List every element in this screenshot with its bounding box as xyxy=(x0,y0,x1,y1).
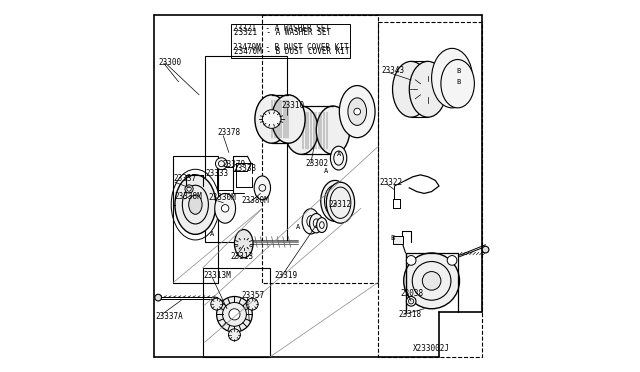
Circle shape xyxy=(155,294,161,301)
Text: 23318: 23318 xyxy=(398,310,421,318)
Text: 23357: 23357 xyxy=(241,291,264,300)
Ellipse shape xyxy=(175,175,216,234)
Text: 23333: 23333 xyxy=(206,169,229,178)
Ellipse shape xyxy=(330,146,347,170)
Text: 23470M - B DUST COVER KIT: 23470M - B DUST COVER KIT xyxy=(232,43,348,52)
Text: B: B xyxy=(456,68,461,74)
Ellipse shape xyxy=(215,193,236,223)
Text: B: B xyxy=(390,235,395,241)
Bar xyxy=(378,22,482,357)
Text: 23319: 23319 xyxy=(275,271,298,280)
Ellipse shape xyxy=(254,176,271,200)
Text: 23313M: 23313M xyxy=(204,271,232,280)
Ellipse shape xyxy=(321,180,349,221)
Circle shape xyxy=(211,298,223,310)
Circle shape xyxy=(262,110,281,128)
Text: 23300: 23300 xyxy=(158,58,181,67)
Text: 23343: 23343 xyxy=(381,66,404,75)
Circle shape xyxy=(447,256,457,265)
Ellipse shape xyxy=(310,214,323,233)
Text: B: B xyxy=(456,79,461,85)
Text: A: A xyxy=(210,231,214,237)
Ellipse shape xyxy=(317,218,327,232)
Ellipse shape xyxy=(348,98,367,125)
Circle shape xyxy=(482,246,489,253)
Text: 23310: 23310 xyxy=(281,101,304,110)
Text: 23333: 23333 xyxy=(234,164,257,173)
Text: A: A xyxy=(296,224,300,230)
Text: 23337: 23337 xyxy=(173,174,196,183)
Text: 23470M - B DUST COVER KIT: 23470M - B DUST COVER KIT xyxy=(234,46,350,55)
Text: 23378: 23378 xyxy=(218,128,241,137)
Text: 23379: 23379 xyxy=(223,160,246,169)
Ellipse shape xyxy=(302,209,319,234)
Circle shape xyxy=(228,329,241,341)
Circle shape xyxy=(246,298,258,310)
Circle shape xyxy=(229,309,240,320)
Text: 23321  - A WASHER SET: 23321 - A WASHER SET xyxy=(232,24,330,33)
Text: 23322: 23322 xyxy=(380,178,403,187)
Ellipse shape xyxy=(326,182,355,223)
Circle shape xyxy=(404,253,460,309)
Text: 23337A: 23337A xyxy=(156,312,183,321)
Text: A: A xyxy=(323,168,328,174)
Text: 23380M: 23380M xyxy=(241,196,269,205)
Ellipse shape xyxy=(255,95,289,143)
Text: 23338M: 23338M xyxy=(174,192,202,201)
Text: 23312: 23312 xyxy=(328,200,351,209)
Ellipse shape xyxy=(339,86,375,138)
Ellipse shape xyxy=(431,48,472,108)
Bar xyxy=(205,56,287,242)
Text: 23313: 23313 xyxy=(230,252,253,261)
Ellipse shape xyxy=(392,61,429,117)
Text: A: A xyxy=(337,151,340,157)
Text: X233002J: X233002J xyxy=(413,344,450,353)
Ellipse shape xyxy=(285,106,318,154)
Circle shape xyxy=(422,272,441,290)
Bar xyxy=(392,236,403,244)
Ellipse shape xyxy=(234,230,253,258)
Circle shape xyxy=(406,296,416,306)
Bar xyxy=(173,156,218,283)
Text: 23038: 23038 xyxy=(400,289,423,298)
Ellipse shape xyxy=(316,106,349,154)
Bar xyxy=(203,268,270,357)
Ellipse shape xyxy=(441,60,474,108)
Circle shape xyxy=(185,185,193,193)
Bar xyxy=(231,24,349,58)
Circle shape xyxy=(354,108,360,115)
Circle shape xyxy=(216,296,252,332)
Text: 23302: 23302 xyxy=(306,159,329,168)
Bar xyxy=(262,15,378,283)
Circle shape xyxy=(221,205,229,212)
Ellipse shape xyxy=(271,95,305,143)
Circle shape xyxy=(406,256,416,265)
Circle shape xyxy=(216,158,227,170)
Ellipse shape xyxy=(189,195,202,214)
Text: 23330M: 23330M xyxy=(209,193,236,202)
Text: 23321  - A WASHER SET: 23321 - A WASHER SET xyxy=(234,28,332,37)
Ellipse shape xyxy=(410,61,447,117)
